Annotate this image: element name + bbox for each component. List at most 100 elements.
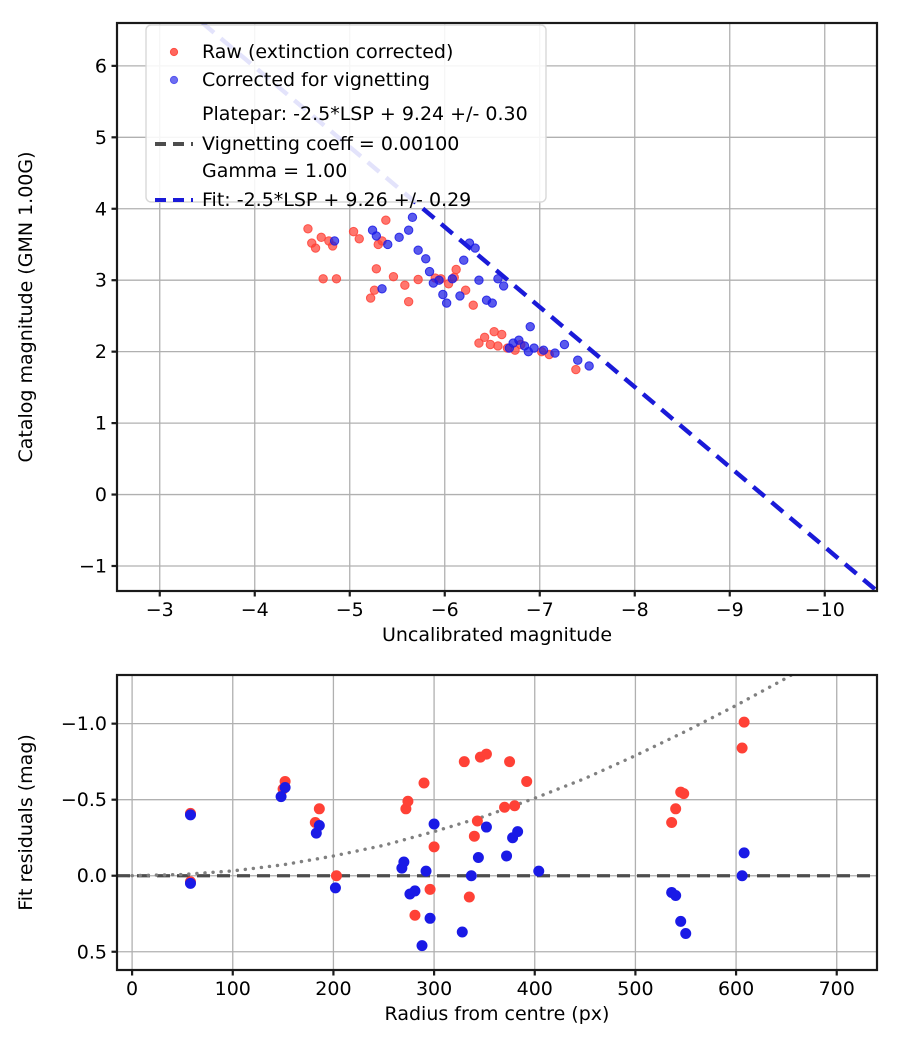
data-point xyxy=(348,226,359,237)
data-point xyxy=(458,756,470,768)
legend-marker-dot xyxy=(169,47,179,57)
data-point xyxy=(550,348,560,358)
y-tick-label: 6 xyxy=(95,55,107,77)
x-axis-label: Radius from centre (px) xyxy=(385,1003,610,1025)
legend-entry-label: Vignetting coeff = 0.00100 xyxy=(202,133,459,155)
data-point xyxy=(413,274,423,285)
y-tick-label: 2 xyxy=(95,341,107,363)
y-tick-label: 0.0 xyxy=(77,865,107,887)
data-point xyxy=(369,285,380,295)
data-point xyxy=(456,926,468,938)
data-point xyxy=(394,232,404,243)
data-point xyxy=(480,821,492,833)
data-point xyxy=(316,232,326,243)
data-point xyxy=(493,341,503,351)
data-point xyxy=(441,298,452,308)
data-point xyxy=(498,281,509,291)
x-tick-label: −4 xyxy=(241,599,269,621)
data-point xyxy=(678,788,690,800)
y-tick-label: 0.5 xyxy=(77,941,107,963)
data-point xyxy=(371,264,382,274)
data-point xyxy=(670,889,682,901)
data-point xyxy=(736,870,748,882)
data-point xyxy=(465,870,477,882)
x-axis-label: Uncalibrated magnitude xyxy=(382,624,612,646)
data-point xyxy=(365,293,376,303)
data-point xyxy=(184,877,196,889)
data-point xyxy=(318,274,328,284)
data-point xyxy=(559,339,570,350)
legend-marker-dot xyxy=(169,75,179,85)
data-point xyxy=(447,274,458,284)
axes-frame-fit-residuals xyxy=(115,673,879,972)
x-tick-label: 700 xyxy=(819,978,855,1000)
data-point xyxy=(402,795,414,807)
series-corrected xyxy=(184,782,750,952)
data-point xyxy=(512,826,524,838)
data-point xyxy=(497,329,507,340)
data-point xyxy=(403,296,414,307)
x-tick-label: −9 xyxy=(716,599,744,621)
x-tick-label: −5 xyxy=(336,599,364,621)
data-point xyxy=(400,280,410,290)
data-point xyxy=(434,275,444,285)
data-point xyxy=(571,364,581,375)
data-point xyxy=(485,339,496,350)
gridlines-fit-residuals xyxy=(117,675,877,970)
data-point xyxy=(459,255,469,265)
y-tick-label: −1 xyxy=(79,555,107,577)
data-point xyxy=(303,224,313,234)
data-point xyxy=(438,289,448,300)
data-point xyxy=(468,300,478,310)
legend-entry: Vignetting coeff = 0.00100 xyxy=(155,133,459,155)
legend-background xyxy=(145,24,547,203)
x-tick-label: −8 xyxy=(621,599,649,621)
data-point xyxy=(533,865,545,877)
data-point xyxy=(329,882,341,894)
data-point xyxy=(736,742,748,754)
legend-entry-label: Fit: -2.5*LSP + 9.26 +/- 0.29 xyxy=(202,189,471,211)
data-point xyxy=(407,212,418,223)
legend-entry: Fit: -2.5*LSP + 9.26 +/- 0.29 xyxy=(155,189,471,211)
data-point xyxy=(501,850,513,862)
data-point xyxy=(388,271,399,282)
y-tick-label: 0 xyxy=(95,484,107,506)
vignetting-curve xyxy=(130,675,795,878)
data-point xyxy=(279,782,291,794)
x-tick-label: 0 xyxy=(126,978,138,1000)
data-point xyxy=(383,239,393,250)
series-corrected xyxy=(329,212,594,371)
axes-frame-photometric-calibration xyxy=(115,21,879,593)
data-point xyxy=(738,716,750,728)
data-point xyxy=(330,870,342,882)
y-tick-label: −1.0 xyxy=(61,713,107,735)
data-point xyxy=(738,847,750,859)
data-point xyxy=(573,355,583,365)
data-point xyxy=(670,803,682,815)
legend-entry: Raw (extinction corrected) xyxy=(169,41,453,63)
data-point xyxy=(493,274,503,284)
data-point xyxy=(487,298,497,308)
data-point xyxy=(474,338,484,348)
x-tick-label: 100 xyxy=(215,978,251,1000)
x-tick-label: 600 xyxy=(718,978,754,1000)
data-point xyxy=(418,777,430,789)
data-point xyxy=(403,225,414,235)
plot-area-fit-residuals xyxy=(117,675,877,952)
data-point xyxy=(409,909,421,921)
data-point xyxy=(680,928,692,940)
x-tick-label: −7 xyxy=(526,599,554,621)
data-point xyxy=(275,791,287,803)
data-point xyxy=(509,800,521,812)
x-tick-label: 200 xyxy=(315,978,351,1000)
data-point xyxy=(421,254,431,264)
x-tick-label: −10 xyxy=(805,599,845,621)
data-point xyxy=(424,912,436,924)
data-point xyxy=(371,231,382,241)
data-point xyxy=(307,238,317,248)
y-tick-label: 3 xyxy=(95,270,107,292)
legend-entry-label: Platepar: -2.5*LSP + 9.24 +/- 0.30 xyxy=(202,103,528,125)
data-point xyxy=(504,756,516,768)
data-point xyxy=(329,236,340,246)
